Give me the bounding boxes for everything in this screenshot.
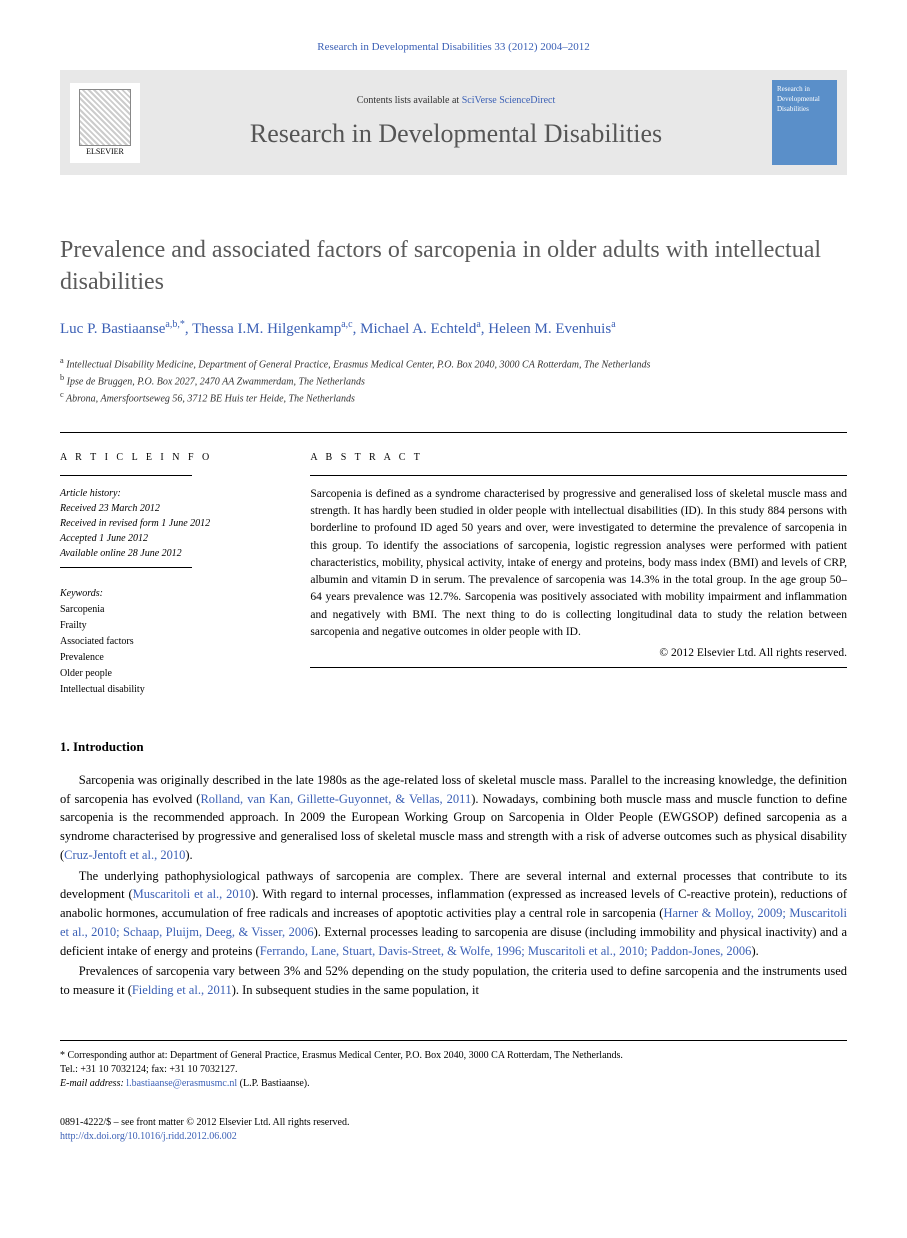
journal-name: Research in Developmental Disabilities bbox=[155, 116, 757, 152]
history-revised: Received in revised form 1 June 2012 bbox=[60, 516, 280, 531]
divider bbox=[60, 567, 192, 568]
history-received: Received 23 March 2012 bbox=[60, 501, 280, 516]
divider bbox=[60, 475, 192, 476]
divider bbox=[310, 475, 847, 476]
keyword: Older people bbox=[60, 666, 280, 682]
elsevier-label: ELSEVIER bbox=[86, 146, 124, 157]
history-online: Available online 28 June 2012 bbox=[60, 546, 280, 561]
article-title: Prevalence and associated factors of sar… bbox=[60, 235, 847, 297]
author: Luc P. Bastiaansea,b,* bbox=[60, 321, 185, 337]
history-label: Article history: bbox=[60, 486, 280, 501]
contents-prefix: Contents lists available at bbox=[357, 95, 462, 106]
doi-link[interactable]: http://dx.doi.org/10.1016/j.ridd.2012.06… bbox=[60, 1131, 237, 1142]
author: Michael A. Echtelda bbox=[360, 321, 481, 337]
elsevier-tree-icon bbox=[79, 89, 131, 146]
issn-line: 0891-4222/$ – see front matter © 2012 El… bbox=[60, 1116, 847, 1130]
abstract-heading: A B S T R A C T bbox=[310, 451, 847, 465]
journal-cover-thumbnail: Research in Developmental Disabilities bbox=[772, 80, 837, 165]
email-label: E-mail address: bbox=[60, 1078, 126, 1089]
abstract-copyright: © 2012 Elsevier Ltd. All rights reserved… bbox=[310, 645, 847, 661]
affiliations: a Intellectual Disability Medicine, Depa… bbox=[60, 355, 847, 407]
article-history: Article history: Received 23 March 2012 … bbox=[60, 486, 280, 561]
body-paragraph: The underlying pathophysiological pathwa… bbox=[60, 867, 847, 961]
keywords-label: Keywords: bbox=[60, 586, 280, 602]
info-abstract-row: A R T I C L E I N F O Article history: R… bbox=[60, 432, 847, 698]
corresponding-author-text: * Corresponding author at: Department of… bbox=[60, 1049, 847, 1063]
article-info-column: A R T I C L E I N F O Article history: R… bbox=[60, 451, 280, 698]
reference-link[interactable]: Fielding et al., 2011 bbox=[132, 983, 232, 997]
author: Thessa I.M. Hilgenkampa,c bbox=[192, 321, 353, 337]
keyword: Prevalence bbox=[60, 650, 280, 666]
article-info-heading: A R T I C L E I N F O bbox=[60, 451, 280, 465]
authors-line: Luc P. Bastiaansea,b,*, Thessa I.M. Hilg… bbox=[60, 318, 847, 340]
history-accepted: Accepted 1 June 2012 bbox=[60, 531, 280, 546]
reference-link[interactable]: Muscaritoli et al., 2010 bbox=[133, 887, 252, 901]
corresponding-author-tel: Tel.: +31 10 7032124; fax: +31 10 703212… bbox=[60, 1063, 847, 1077]
keyword: Sarcopenia bbox=[60, 602, 280, 618]
email-suffix: (L.P. Bastiaanse). bbox=[237, 1078, 310, 1089]
affiliation: c Abrona, Amersfoortseweg 56, 3712 BE Hu… bbox=[60, 389, 847, 406]
affiliation: a Intellectual Disability Medicine, Depa… bbox=[60, 355, 847, 372]
contents-available-line: Contents lists available at SciVerse Sci… bbox=[155, 94, 757, 108]
corresponding-author-email-line: E-mail address: l.bastiaanse@erasmusmc.n… bbox=[60, 1077, 847, 1091]
divider bbox=[310, 667, 847, 668]
body-paragraph: Sarcopenia was originally described in t… bbox=[60, 771, 847, 865]
keyword: Frailty bbox=[60, 618, 280, 634]
abstract-column: A B S T R A C T Sarcopenia is defined as… bbox=[310, 451, 847, 698]
corresponding-author-footnote: * Corresponding author at: Department of… bbox=[60, 1040, 847, 1091]
body-paragraph: Prevalences of sarcopenia vary between 3… bbox=[60, 962, 847, 1000]
sciencedirect-link[interactable]: SciVerse ScienceDirect bbox=[462, 95, 556, 106]
keywords-block: Keywords: Sarcopenia Frailty Associated … bbox=[60, 586, 280, 698]
keyword: Associated factors bbox=[60, 634, 280, 650]
abstract-text: Sarcopenia is defined as a syndrome char… bbox=[310, 486, 847, 641]
section-heading-introduction: 1. Introduction bbox=[60, 738, 847, 756]
bottom-metadata: 0891-4222/$ – see front matter © 2012 El… bbox=[60, 1116, 847, 1144]
email-link[interactable]: l.bastiaanse@erasmusmc.nl bbox=[126, 1078, 237, 1089]
reference-link[interactable]: Rolland, van Kan, Gillette-Guyonnet, & V… bbox=[200, 792, 471, 806]
elsevier-logo: ELSEVIER bbox=[70, 83, 140, 163]
reference-link[interactable]: Cruz-Jentoft et al., 2010 bbox=[64, 848, 185, 862]
author: Heleen M. Evenhuisa bbox=[488, 321, 615, 337]
keyword: Intellectual disability bbox=[60, 682, 280, 698]
affiliation: b Ipse de Bruggen, P.O. Box 2027, 2470 A… bbox=[60, 372, 847, 389]
header-citation: Research in Developmental Disabilities 3… bbox=[60, 40, 847, 55]
banner-middle: Contents lists available at SciVerse Sci… bbox=[155, 94, 757, 152]
journal-banner: ELSEVIER Contents lists available at Sci… bbox=[60, 70, 847, 175]
reference-link[interactable]: Ferrando, Lane, Stuart, Davis-Street, & … bbox=[260, 944, 752, 958]
